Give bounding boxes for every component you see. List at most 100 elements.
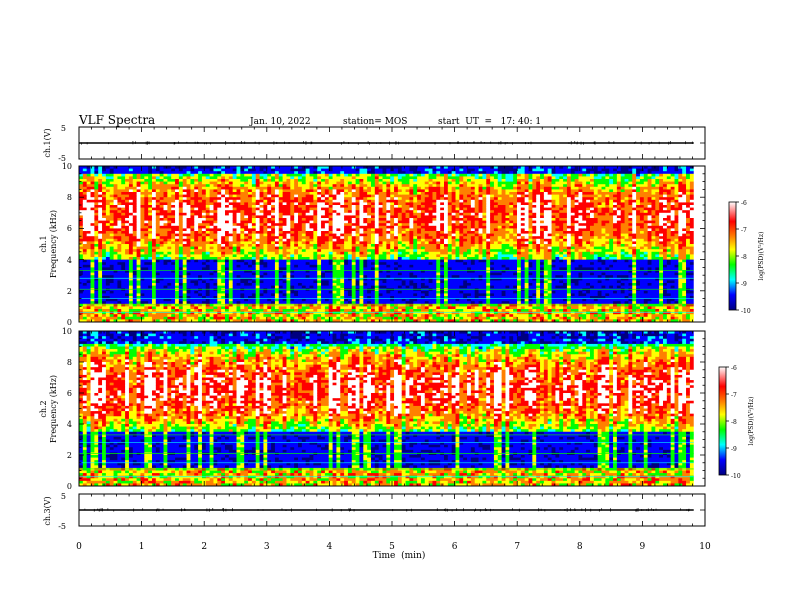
ch1-spectrogram-cell — [128, 316, 134, 320]
ch1-spectrogram-cell — [355, 199, 360, 203]
ch1-spectrogram-cell — [102, 212, 107, 216]
ch1-spectrogram-cell — [79, 218, 84, 221]
ch1-spectrogram-cell — [132, 168, 138, 172]
ch1-spectrogram-cell — [90, 285, 95, 289]
ch1-spectrogram-cell — [144, 280, 149, 284]
ch1-spectrogram-cell — [255, 197, 260, 201]
ch1-spectrogram-cell — [290, 218, 295, 221]
ch1-spectrogram-cell — [351, 283, 357, 286]
ch1-spectrogram-cell — [248, 270, 253, 273]
ch1-spectrogram-cell — [105, 254, 111, 258]
ch1-spectrogram-cell — [82, 194, 88, 198]
ch1-spectrogram-cell — [282, 192, 287, 195]
ch1-spectrogram-cell — [102, 207, 107, 211]
ch1-spectrogram-cell — [205, 314, 211, 318]
ch1-spectrogram-cell — [159, 244, 164, 247]
ch1-spectrogram-cell — [105, 277, 111, 281]
ch1-spectrogram-cell — [305, 194, 310, 198]
ch1-spectrogram-cell — [217, 186, 222, 190]
ch1-spectrogram-cell — [98, 306, 103, 310]
ch1-spectrogram-cell — [359, 275, 364, 279]
ch1-spectrogram-cell — [182, 220, 187, 224]
ch1-spectrogram-cell — [259, 254, 264, 258]
ch1-spectrogram-cell — [148, 192, 153, 195]
ch1-spectrogram-cell — [201, 283, 207, 286]
ch1-spectrogram-cell — [274, 275, 280, 279]
ch1-spectrogram-cell — [244, 241, 249, 245]
ch1-spectrogram-cell — [117, 254, 122, 258]
ch1-spectrogram-cell — [159, 288, 164, 292]
ch1-spectrogram-cell — [194, 238, 199, 242]
ch1-spectrogram-cell — [347, 181, 353, 185]
ch1-spectrogram-cell — [244, 215, 249, 219]
ch1-spectrogram-cell — [117, 298, 122, 302]
ch1-spectrogram-cell — [363, 311, 368, 315]
ch1-spectrogram-cell — [205, 251, 211, 255]
ch1-spectrogram-cell — [367, 319, 372, 323]
ch1-spectrogram-cell — [102, 254, 107, 258]
ch1-spectrogram-cell — [321, 296, 326, 299]
ch1-spectrogram-cell — [232, 176, 237, 180]
ch1-spectrogram-cell — [382, 207, 387, 211]
ch1-spectrogram-cell — [351, 298, 357, 302]
ch1-spectrogram-cell — [255, 184, 260, 188]
ch1-spectrogram-cell — [278, 293, 284, 297]
ch1-spectrogram-cell — [263, 212, 268, 216]
ch1-spectrogram-cell — [205, 181, 211, 185]
ch1-spectrogram-cell — [148, 189, 153, 193]
ch1-spectrogram-cell — [309, 233, 314, 237]
ch1-spectrogram-cell — [263, 270, 268, 273]
ch1-spectrogram-cell — [248, 296, 253, 299]
ch1-spectrogram-cell — [201, 194, 207, 198]
ch1-spectrogram-cell — [363, 181, 368, 185]
ch1-spectrogram-cell — [178, 272, 184, 276]
ch1-spectrogram-cell — [155, 277, 161, 281]
ch1-spectrogram-cell — [378, 173, 383, 177]
ch1-spectrogram-cell — [378, 270, 383, 273]
ch1-spectrogram-cell — [328, 275, 333, 279]
ch1-spectrogram-cell — [209, 171, 214, 175]
ch1-spectrogram-cell — [271, 275, 276, 279]
ch1-spectrogram-cell — [155, 207, 161, 211]
ch1-spectrogram-cell — [221, 246, 226, 250]
ch1-spectrogram-cell — [244, 272, 249, 276]
ch1-spectrogram-cell — [194, 293, 199, 297]
ch1-spectrogram-cell — [117, 173, 122, 177]
ch1-spectrogram-cell — [259, 298, 264, 302]
ch1-spectrogram-cell — [313, 246, 318, 250]
ch1-spectrogram-cell — [175, 280, 180, 284]
ch1-spectrogram-cell — [255, 270, 260, 273]
ch1-spectrogram-cell — [298, 205, 303, 208]
ch1-spectrogram-cell — [359, 238, 364, 242]
ch1-spectrogram-cell — [374, 306, 380, 310]
ch1-spectrogram-cell — [136, 236, 141, 240]
ch1-spectrogram-cell — [205, 319, 211, 323]
ch1-spectrogram-cell — [102, 186, 107, 190]
ch1-spectrogram-cell — [309, 264, 314, 268]
ch1-spectrogram-cell — [367, 309, 372, 312]
ch1-spectrogram-cell — [305, 186, 310, 190]
ch1-spectrogram-cell — [82, 277, 88, 281]
ch1-spectrogram-cell — [355, 283, 360, 286]
ch1-spectrogram-cell — [205, 262, 211, 266]
ch1-spectrogram-cell — [259, 277, 264, 281]
ch1-spectrogram-cell — [79, 264, 84, 268]
ch1-spectrogram-cell — [148, 296, 153, 299]
ch1-spectrogram-cell — [378, 176, 383, 180]
ch1-spectrogram-cell — [121, 296, 126, 299]
ch1-spectrogram-cell — [209, 218, 214, 221]
ch1-spectrogram-cell — [217, 171, 222, 175]
ch1-spectrogram-cell — [90, 205, 95, 208]
ch1-spectrogram-cell — [94, 168, 99, 172]
ch1-spectrogram-cell — [221, 179, 226, 182]
ch1-spectrogram-cell — [209, 254, 214, 258]
ch1-spectrogram-cell — [259, 181, 264, 185]
ch1-spectrogram-cell — [171, 298, 176, 302]
ch1-spectrogram-cell — [371, 319, 376, 323]
ch1-spectrogram-cell — [313, 290, 318, 294]
ch1-spectrogram-cell — [79, 173, 84, 177]
ch1-spectrogram-cell — [328, 301, 333, 305]
ch1-spectrogram-cell — [228, 296, 234, 299]
ch1-spectrogram-cell — [82, 316, 88, 320]
ch1-spectrogram-cell — [298, 168, 303, 172]
